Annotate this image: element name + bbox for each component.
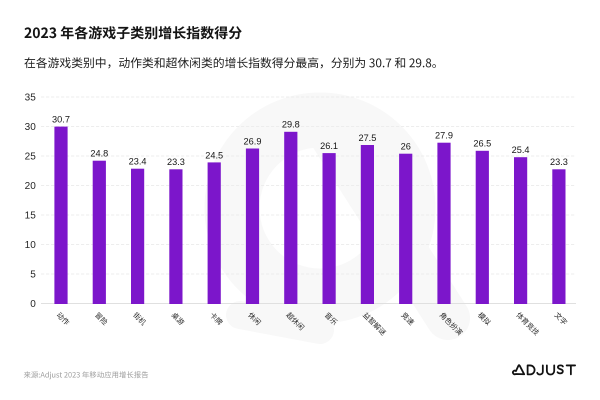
svg-text:5: 5 [30,270,36,281]
svg-text:30.7: 30.7 [52,115,70,125]
svg-text:20: 20 [25,181,37,192]
svg-text:26.9: 26.9 [244,136,262,146]
svg-text:29.8: 29.8 [282,120,300,130]
svg-text:23.3: 23.3 [167,157,185,167]
svg-text:23.3: 23.3 [550,157,568,167]
svg-text:26.1: 26.1 [320,141,338,151]
svg-text:0: 0 [30,299,36,310]
svg-text:25.4: 25.4 [512,145,530,155]
svg-text:23.4: 23.4 [129,157,147,167]
svg-text:27.9: 27.9 [435,131,453,141]
svg-text:26.5: 26.5 [473,139,491,149]
svg-text:10: 10 [25,240,37,251]
svg-text:15: 15 [25,211,37,222]
svg-text:24.8: 24.8 [90,149,108,159]
svg-text:26: 26 [401,142,411,152]
svg-text:25: 25 [25,152,37,163]
svg-text:30: 30 [25,122,37,133]
svg-text:24.5: 24.5 [205,150,223,160]
svg-text:35: 35 [25,93,37,104]
svg-text:27.5: 27.5 [358,133,376,143]
